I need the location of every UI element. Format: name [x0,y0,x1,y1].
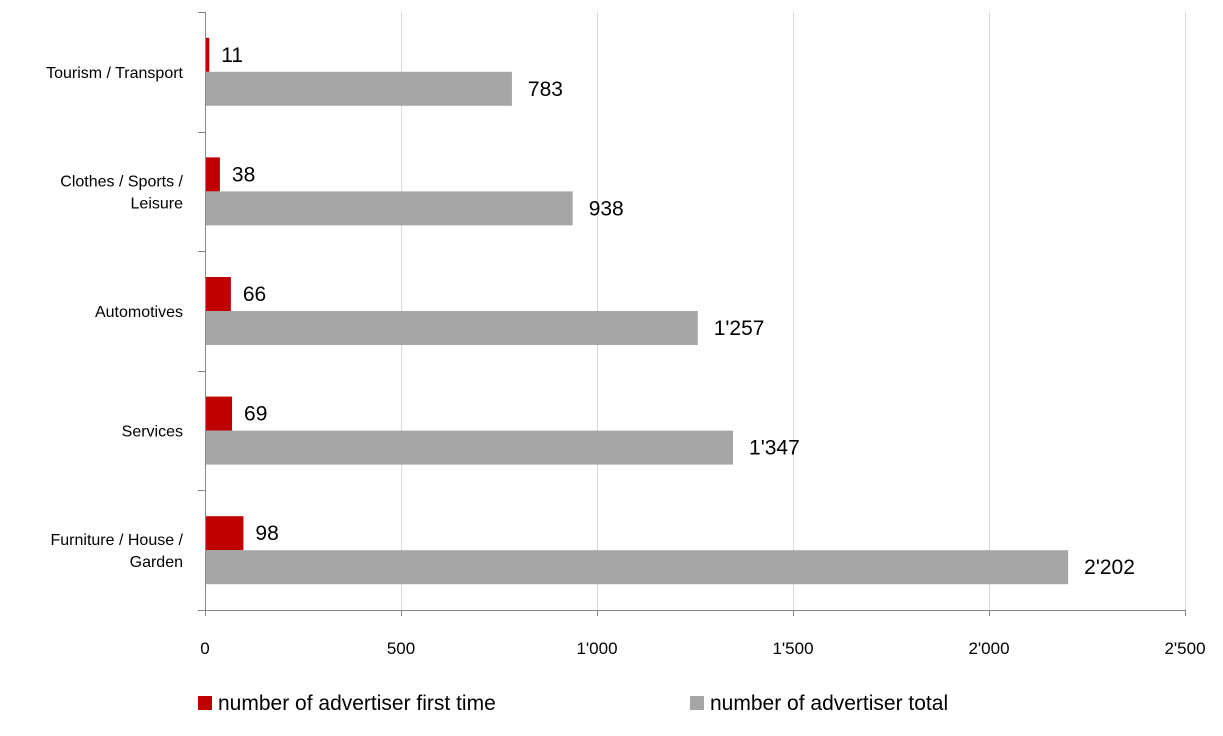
x-tick-label: 1'500 [772,639,813,658]
bar-first-time [206,157,220,192]
category-label: Clothes / Sports / [60,173,183,190]
legend-label: number of advertiser total [710,692,948,715]
data-label-first-time: 11 [221,44,243,67]
bar-first-time [206,396,233,431]
bar-total [206,550,1069,585]
bar-total [206,430,734,465]
x-tick-label: 0 [200,639,209,658]
legend-swatch [690,696,704,710]
bar-first-time [206,37,210,72]
data-label-first-time: 66 [243,283,266,306]
grid-lines [401,12,1186,610]
data-label-first-time: 69 [244,403,267,426]
category-label: Leisure [131,195,184,212]
x-tick-label: 2'500 [1164,639,1205,658]
category-label: Furniture / House / [51,532,184,549]
data-label-total: 1'257 [714,317,765,340]
data-label-total: 783 [528,78,563,101]
x-tick-label: 2'000 [968,639,1009,658]
legend-label: number of advertiser first time [218,692,496,715]
bar-total [206,71,512,106]
axes [198,12,1186,616]
data-label-first-time: 38 [232,163,255,186]
legend-swatch [198,696,212,710]
data-label-total: 1'347 [749,437,800,460]
data-label-first-time: 98 [255,522,278,545]
bar-first-time [206,277,231,311]
data-label-total: 2'202 [1084,556,1135,579]
labels: 0 500 1'000 1'500 2'000 2'500 11 783 Tourism / T… [46,44,1205,658]
category-label: Automotives [95,304,183,321]
category-label: Garden [130,554,183,571]
category-label: Services [122,424,183,441]
category-label: Tourism / Transport [46,65,183,82]
x-tick-label: 500 [387,639,415,658]
bars [206,37,1069,585]
bar-first-time [206,516,244,551]
bar-total [206,311,698,345]
data-label-total: 938 [589,197,624,220]
x-tick-label: 1'000 [576,639,617,658]
legend: number of advertiser first time number of… [198,692,948,715]
bar-total [206,191,573,226]
